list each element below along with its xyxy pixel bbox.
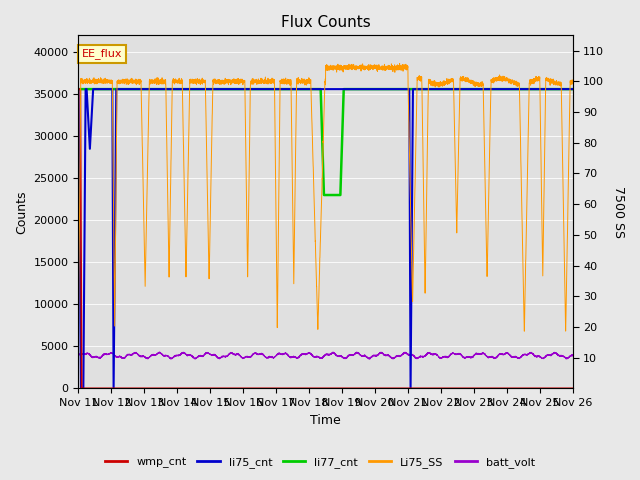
Title: Flux Counts: Flux Counts: [281, 15, 371, 30]
Y-axis label: 7500 SS: 7500 SS: [612, 186, 625, 238]
Text: EE_flux: EE_flux: [82, 48, 122, 59]
Legend: wmp_cnt, li75_cnt, li77_cnt, Li75_SS, batt_volt: wmp_cnt, li75_cnt, li77_cnt, Li75_SS, ba…: [100, 452, 540, 472]
Y-axis label: Counts: Counts: [15, 190, 28, 234]
X-axis label: Time: Time: [310, 414, 341, 427]
